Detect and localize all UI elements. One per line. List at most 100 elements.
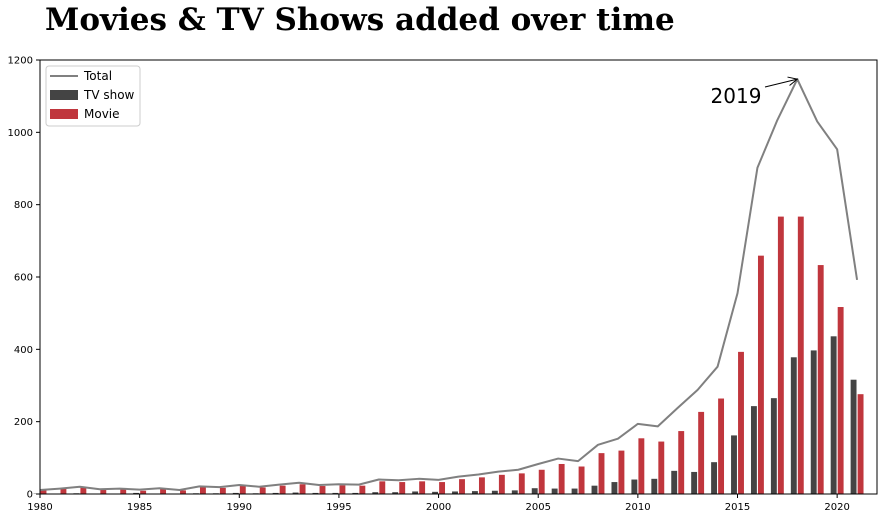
annotation-label: 2019 [711,84,762,108]
y-tick-label: 1200 [8,56,33,67]
y-tick-label: 800 [14,200,33,211]
bar-tv-show-2017 [770,398,777,494]
bar-movie-1995 [339,485,346,494]
bar-movie-2005 [538,469,545,494]
x-tick-label: 2020 [824,502,849,513]
bar-tv-show-2020 [830,336,837,494]
x-tick-label: 2015 [725,502,750,513]
legend-swatch-movie [50,109,78,119]
bar-movie-1984 [120,488,127,494]
bar-movie-1986 [160,488,167,494]
bar-tv-show-1985 [133,492,140,494]
plot-area [33,78,864,494]
bar-movie-1991 [259,487,266,494]
bar-tv-show-2005 [531,488,538,494]
bar-tv-show-1990 [232,492,239,494]
bar-tv-show-1999 [412,491,419,494]
series-line-total [39,78,859,492]
bar-movie-2010 [638,438,645,494]
bar-movie-2019 [817,265,824,494]
legend-label-total: Total [83,69,112,83]
bar-movie-2017 [777,216,784,494]
bar-movie-1992 [279,485,286,494]
legend-swatch-tv-show [50,90,78,100]
bar-tv-show-2000 [432,491,439,494]
bar-movie-2001 [459,479,465,494]
bar-movie-1989 [219,487,226,494]
bar-tv-show-1993 [292,492,299,494]
x-tick-label: 1980 [27,502,52,513]
bar-movie-2003 [498,474,505,494]
bar-tv-show-2002 [471,491,478,494]
bar-tv-show-2021 [850,379,857,494]
bar-movie-2000 [439,482,446,494]
x-tick-label: 2005 [525,502,550,513]
bar-movie-1996 [359,485,366,494]
bar-movie-2009 [618,450,625,494]
y-tick-label: 400 [14,345,33,356]
bar-movie-2006 [558,463,565,494]
bar-tv-show-2004 [511,490,518,494]
bar-movie-1980 [40,490,47,494]
y-tick-label: 1000 [8,128,33,139]
bar-tv-show-2018 [790,357,797,494]
axes: 1980 1985 1990 1995 2000 2005 2010 2015 2020 0 200… [8,56,850,514]
bar-tv-show-2010 [631,479,638,494]
bar-tv-show-2003 [491,490,498,494]
bar-movie-2004 [518,473,525,494]
annotation-arrow [764,78,798,88]
x-tick-label: 1985 [127,502,152,513]
bar-tv-show-2007 [571,488,578,494]
bar-tv-show-2011 [651,478,658,494]
bar-movie-2020 [837,307,844,494]
annotation: 2019 [711,76,799,108]
bar-movie-1983 [100,489,107,494]
bar-movie-1998 [399,482,406,494]
bar-movie-2015 [738,351,744,494]
bar-tv-show-2016 [750,406,757,494]
bar-movie-2021 [857,394,864,494]
bar-tv-show-2012 [671,470,678,494]
legend-label-tv-show: TV show [83,88,135,102]
legend-label-movie: Movie [84,107,120,121]
bar-movie-1985 [140,490,147,494]
y-tick-label: 600 [14,273,33,284]
bar-movie-2018 [797,216,804,494]
bar-tv-show-1997 [372,492,379,494]
bar-movie-1994 [319,486,326,494]
bar-tv-show-2008 [591,485,598,494]
bar-tv-show-1996 [352,492,359,494]
bar-movie-1981 [60,488,67,494]
x-tick-label: 2000 [426,502,451,513]
bar-tv-show-2014 [711,462,718,494]
bar-movie-2007 [578,466,585,494]
legend: Total TV show Movie [45,65,141,127]
annotation-arrowhead [787,76,799,86]
bar-movie-1987 [180,490,186,494]
bar-movie-1988 [199,487,206,494]
bar-tv-show-2001 [452,491,458,494]
bar-tv-show-2019 [810,350,817,494]
bar-tv-show-1994 [312,492,319,494]
bar-tv-show-1992 [272,492,279,494]
bar-movie-2013 [698,411,705,494]
bar-tv-show-1998 [392,492,399,494]
y-tick-label: 200 [14,417,33,428]
x-tick-label: 1995 [326,502,351,513]
x-tick-label: 2010 [625,502,650,513]
chart-title: Movies & TV Shows added over time [45,2,675,38]
bar-tv-show-2015 [731,435,737,494]
bar-movie-2012 [678,431,685,494]
bar-movie-2008 [598,453,605,494]
bar-movie-1990 [239,486,246,494]
bar-tv-show-1995 [332,492,339,494]
bar-movie-1999 [419,481,426,494]
bar-movie-2014 [718,398,725,494]
x-tick-label: 1990 [227,502,252,513]
bar-movie-1982 [80,487,87,494]
bar-movie-2016 [757,255,764,494]
bar-movie-2002 [478,477,485,494]
bar-tv-show-2013 [691,471,698,494]
bar-movie-1993 [299,484,306,494]
